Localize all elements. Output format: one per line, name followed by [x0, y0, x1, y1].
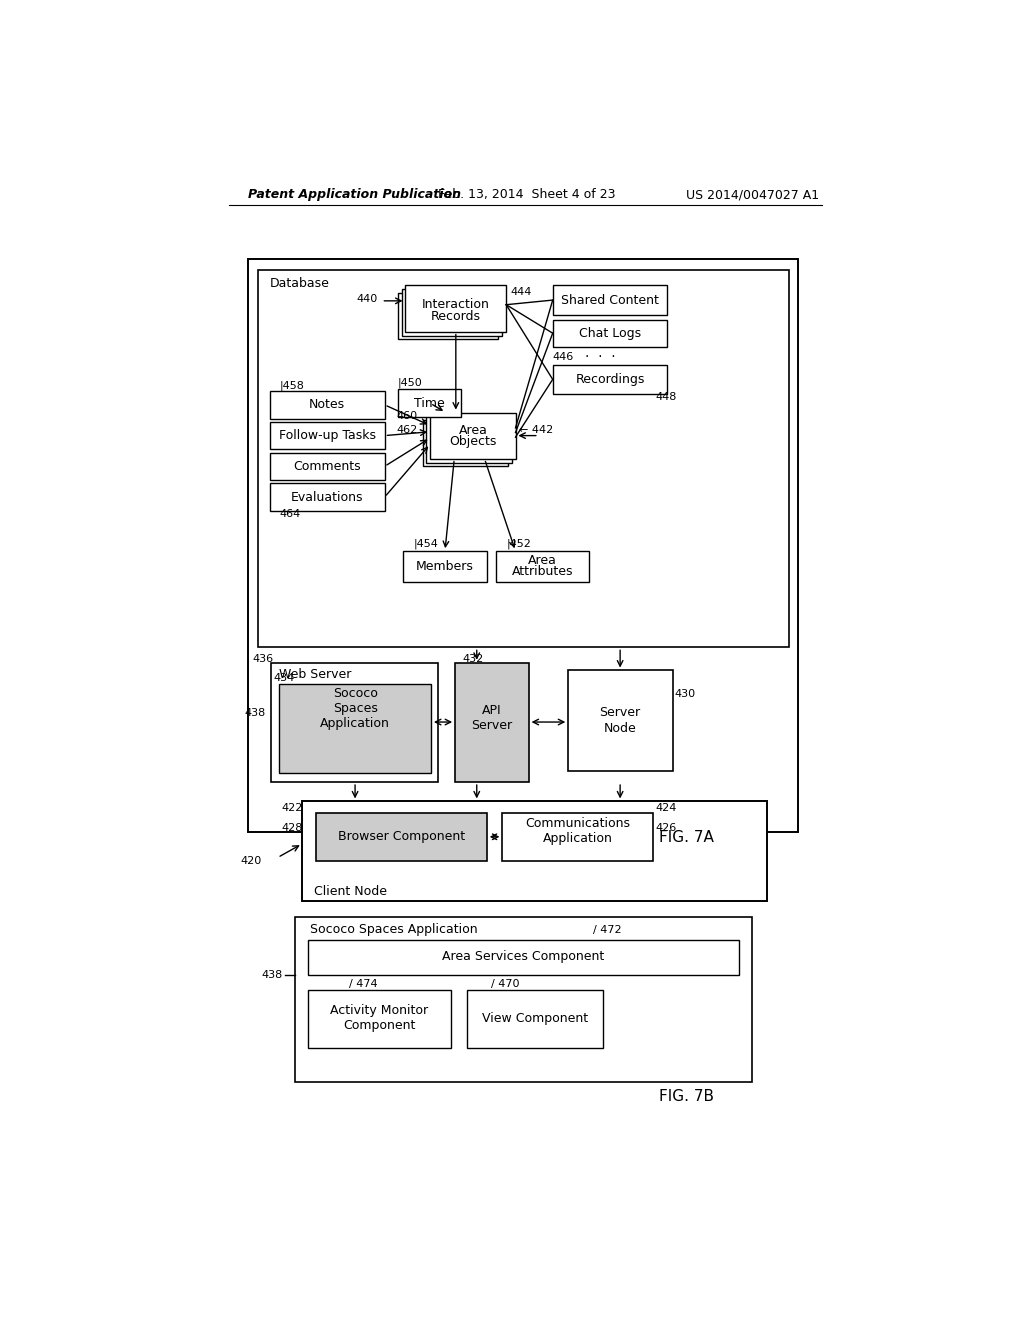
- Text: View Component: View Component: [482, 1012, 588, 1026]
- Bar: [553, 285, 668, 314]
- Text: 460: 460: [396, 412, 418, 421]
- Bar: [553, 321, 668, 347]
- Text: / 474: / 474: [349, 979, 378, 989]
- Text: Recordings: Recordings: [575, 372, 645, 385]
- Text: Client Node: Client Node: [314, 884, 387, 898]
- Text: |454: |454: [414, 539, 438, 549]
- Bar: [280, 684, 431, 774]
- Bar: [270, 453, 385, 480]
- Text: Area: Area: [528, 554, 557, 566]
- Bar: [397, 389, 461, 417]
- Text: / 470: / 470: [490, 979, 519, 989]
- Bar: [258, 271, 790, 647]
- Text: FIG. 7A: FIG. 7A: [658, 830, 714, 845]
- Text: Communications
Application: Communications Application: [525, 817, 630, 845]
- Text: 440: 440: [356, 293, 378, 304]
- Text: 438: 438: [262, 970, 283, 979]
- Text: 428: 428: [281, 824, 302, 833]
- Bar: [271, 663, 438, 781]
- Bar: [496, 552, 589, 582]
- Bar: [503, 813, 653, 861]
- Text: Follow-up Tasks: Follow-up Tasks: [279, 429, 376, 442]
- Text: |452: |452: [506, 539, 531, 549]
- Text: Comments: Comments: [293, 459, 361, 473]
- Text: 444: 444: [511, 286, 532, 297]
- Bar: [302, 801, 767, 902]
- Bar: [553, 364, 668, 395]
- Text: Patent Application Publication: Patent Application Publication: [248, 187, 461, 201]
- Text: ·  ·  ·: · · ·: [586, 350, 616, 364]
- Text: API
Server: API Server: [471, 704, 512, 733]
- Bar: [308, 940, 739, 974]
- Bar: [270, 391, 385, 418]
- Text: Interaction: Interaction: [422, 298, 489, 312]
- Bar: [397, 293, 499, 339]
- Text: / 472: / 472: [593, 925, 622, 935]
- Text: Sococo Spaces Application: Sococo Spaces Application: [310, 924, 478, 936]
- Text: Shared Content: Shared Content: [561, 293, 659, 306]
- Text: Time: Time: [414, 397, 444, 409]
- Text: Browser Component: Browser Component: [338, 830, 465, 843]
- Text: FIG. 7B: FIG. 7B: [658, 1089, 714, 1104]
- Text: 422: 422: [281, 803, 302, 813]
- Bar: [467, 990, 603, 1048]
- Bar: [308, 990, 452, 1048]
- Bar: [401, 289, 503, 335]
- Text: Feb. 13, 2014  Sheet 4 of 23: Feb. 13, 2014 Sheet 4 of 23: [438, 187, 615, 201]
- Text: 446: 446: [553, 352, 573, 362]
- Text: Chat Logs: Chat Logs: [579, 326, 641, 339]
- Text: Area: Area: [459, 425, 487, 437]
- Bar: [426, 416, 512, 462]
- Bar: [248, 259, 799, 832]
- Text: Notes: Notes: [309, 399, 345, 412]
- Bar: [423, 420, 508, 466]
- Text: Database: Database: [270, 277, 330, 290]
- Text: Server
Node: Server Node: [600, 706, 641, 734]
- Text: 426: 426: [655, 824, 676, 833]
- Text: Web Server: Web Server: [280, 668, 351, 681]
- Text: Area Services Component: Area Services Component: [442, 950, 604, 964]
- Bar: [406, 285, 506, 331]
- Text: 420: 420: [240, 855, 261, 866]
- Text: Sococo
Spaces
Application: Sococo Spaces Application: [321, 688, 390, 730]
- Bar: [430, 412, 515, 459]
- Text: |450: |450: [397, 378, 423, 388]
- Bar: [295, 917, 752, 1082]
- Text: Members: Members: [416, 560, 474, 573]
- Text: Attributes: Attributes: [512, 565, 573, 578]
- Text: 430: 430: [675, 689, 695, 698]
- Text: 434: 434: [273, 673, 295, 684]
- Text: Objects: Objects: [450, 436, 497, 449]
- Text: 438: 438: [245, 708, 266, 718]
- Text: 462: 462: [396, 425, 418, 436]
- Text: Records: Records: [431, 310, 481, 323]
- Bar: [270, 422, 385, 449]
- Text: Evaluations: Evaluations: [291, 491, 364, 504]
- Text: US 2014/0047027 A1: US 2014/0047027 A1: [686, 187, 819, 201]
- Text: ← 442: ← 442: [519, 425, 554, 436]
- Text: 448: 448: [655, 392, 677, 403]
- Text: Activity Monitor
Component: Activity Monitor Component: [330, 1005, 428, 1032]
- Bar: [316, 813, 486, 861]
- Bar: [403, 552, 486, 582]
- Text: 436: 436: [252, 653, 273, 664]
- Text: 464: 464: [280, 510, 301, 519]
- Text: 424: 424: [655, 803, 677, 813]
- Bar: [455, 663, 528, 781]
- Text: 432: 432: [463, 653, 484, 664]
- Text: |458: |458: [280, 380, 305, 391]
- Bar: [270, 483, 385, 511]
- Bar: [568, 671, 673, 771]
